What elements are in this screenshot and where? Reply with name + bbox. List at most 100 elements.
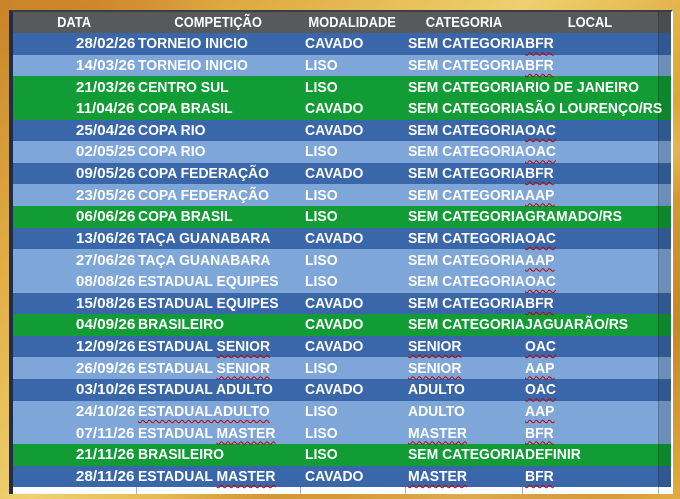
local-cell[interactable]: AAP [522,249,658,271]
modality-cell[interactable]: LISO [300,55,405,77]
date-cell[interactable]: 04/09/26 [13,314,136,336]
modality-cell[interactable]: CAVADO [300,33,405,55]
date-cell[interactable]: 07/11/26 [13,422,136,444]
category-cell[interactable]: MASTER [405,422,522,444]
competition-cell[interactable]: ESTADUAL EQUIPES [136,271,300,293]
date-cell[interactable]: 26/09/26 [13,357,136,379]
date-cell[interactable]: 03/10/26 [13,379,136,401]
competition-cell[interactable]: ESTADUAL ADULTO [136,379,300,401]
competition-cell[interactable]: TORNEIO INICIO [136,33,300,55]
column-header-competicao[interactable]: COMPETIÇÃO [136,12,300,33]
category-cell[interactable]: SEM CATEGORIA [405,33,525,55]
modality-cell[interactable]: LISO [300,271,405,293]
modality-cell[interactable]: CAVADO [300,120,405,142]
modality-cell[interactable]: LISO [300,206,405,228]
local-cell[interactable]: BFR [522,55,658,77]
category-cell[interactable]: SEM CATEGORIA [405,271,525,293]
competition-cell[interactable]: COPA RIO [136,141,300,163]
modality-cell[interactable]: CAVADO [300,163,405,185]
date-cell[interactable]: 08/08/26 [13,271,136,293]
modality-cell[interactable]: LISO [300,141,405,163]
category-cell[interactable]: SEM CATEGORIA [405,120,525,142]
date-cell[interactable]: 28/02/26 [13,33,136,55]
modality-cell[interactable]: LISO [300,357,405,379]
competition-cell[interactable]: TAÇA GUANABARA [136,249,300,271]
category-cell[interactable]: SEM CATEGORIA [405,184,525,206]
category-cell[interactable]: SENIOR [405,336,522,358]
modality-cell[interactable]: CAVADO [300,98,405,120]
local-cell[interactable]: GRAMADO/RS [522,206,658,228]
category-cell[interactable]: SEM CATEGORIA [405,163,525,185]
column-header-categoria[interactable]: CATEGORIA [405,12,522,33]
category-cell[interactable]: ADULTO [405,379,522,401]
column-header-data[interactable]: DATA [13,12,136,33]
modality-cell[interactable]: CAVADO [300,314,405,336]
local-cell[interactable]: OAC [522,336,658,358]
local-cell[interactable]: DEFINIR [522,444,658,466]
date-cell[interactable]: 23/05/26 [13,184,136,206]
local-cell[interactable]: RIO DE JANEIRO [522,76,658,98]
category-cell[interactable]: SEM CATEGORIA [405,141,525,163]
competition-cell[interactable]: BRASILEIRO [136,444,300,466]
modality-cell[interactable]: LISO [300,249,405,271]
date-cell[interactable]: 28/11/26 [13,466,136,488]
local-cell[interactable]: JAGUARÃO/RS [522,314,658,336]
modality-cell[interactable]: CAVADO [300,293,405,315]
competition-cell[interactable]: COPA BRASIL [136,206,300,228]
category-cell[interactable]: SENIOR [405,357,522,379]
modality-cell[interactable]: LISO [300,422,405,444]
competition-cell[interactable]: ESTADUAL SENIOR [136,357,300,379]
local-cell[interactable]: OAC [522,141,658,163]
date-cell[interactable]: 21/11/26 [13,444,136,466]
competition-cell[interactable]: ESTADUALADULTO [136,401,300,423]
date-cell[interactable]: 13/06/26 [13,228,136,250]
competition-cell[interactable]: COPA BRASIL [136,98,300,120]
competition-cell[interactable]: ESTADUAL MASTER [136,422,300,444]
competition-cell[interactable]: TORNEIO INICIO [136,55,300,77]
date-cell[interactable]: 15/08/26 [13,293,136,315]
category-cell[interactable]: SEM CATEGORIA [405,55,525,77]
modality-cell[interactable]: LISO [300,444,405,466]
category-cell[interactable]: SEM CATEGORIA [405,444,525,466]
category-cell[interactable]: MASTER [405,466,522,488]
local-cell[interactable]: OAC [522,120,658,142]
category-cell[interactable]: SEM CATEGORIA [405,249,525,271]
date-cell[interactable]: 25/04/26 [13,120,136,142]
competition-cell[interactable]: CENTRO SUL [136,76,300,98]
category-cell[interactable]: SEM CATEGORIA [405,293,525,315]
date-cell[interactable]: 11/04/26 [13,98,136,120]
date-cell[interactable]: 21/03/26 [13,76,136,98]
modality-cell[interactable]: CAVADO [300,336,405,358]
local-cell[interactable]: OAC [522,271,658,293]
local-cell[interactable]: BFR [522,293,658,315]
date-cell[interactable]: 06/06/26 [13,206,136,228]
local-cell[interactable]: BFR [522,163,658,185]
modality-cell[interactable]: LISO [300,184,405,206]
category-cell[interactable]: SEM CATEGORIA [405,314,525,336]
modality-cell[interactable]: LISO [300,401,405,423]
category-cell[interactable]: SEM CATEGORIA [405,98,525,120]
competition-cell[interactable]: COPA FEDERAÇÃO [136,163,300,185]
local-cell[interactable]: AAP [522,184,658,206]
date-cell[interactable]: 14/03/26 [13,55,136,77]
column-header-local[interactable]: LOCAL [522,12,658,33]
local-cell[interactable]: SÃO LOURENÇO/RS [522,98,662,120]
column-header-modalidade[interactable]: MODALIDADE [300,12,405,33]
local-cell[interactable]: AAP [522,357,658,379]
modality-cell[interactable]: CAVADO [300,228,405,250]
modality-cell[interactable]: LISO [300,76,405,98]
competition-cell[interactable]: COPA FEDERAÇÃO [136,184,300,206]
date-cell[interactable]: 02/05/25 [13,141,136,163]
competition-cell[interactable]: COPA RIO [136,120,300,142]
competition-cell[interactable]: ESTADUAL EQUIPES [136,293,300,315]
modality-cell[interactable]: CAVADO [300,379,405,401]
competition-cell[interactable]: BRASILEIRO [136,314,300,336]
local-cell[interactable]: AAP [522,401,658,423]
competition-cell[interactable]: ESTADUAL MASTER [136,466,300,488]
date-cell[interactable]: 24/10/26 [13,401,136,423]
date-cell[interactable]: 09/05/26 [13,163,136,185]
local-cell[interactable]: BFR [522,422,658,444]
category-cell[interactable]: ADULTO [405,401,522,423]
competition-cell[interactable]: TAÇA GUANABARA [136,228,300,250]
competition-cell[interactable]: ESTADUAL SENIOR [136,336,300,358]
